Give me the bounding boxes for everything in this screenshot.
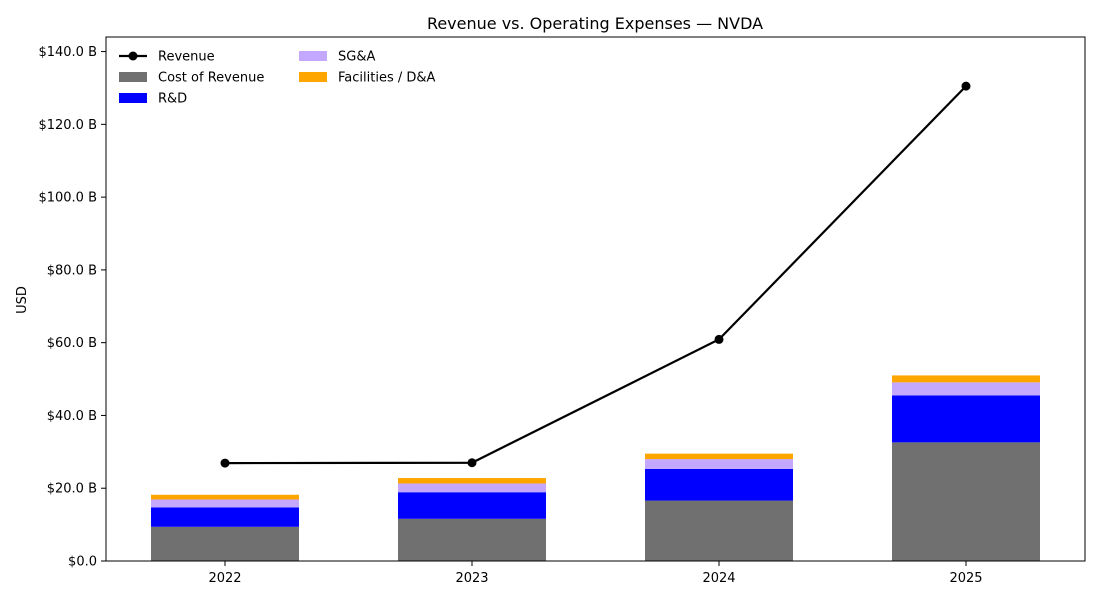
y-tick-label: $100.0 B	[38, 191, 97, 206]
y-axis: $0.0 $20.0 B $40.0 B $60.0 B $80.0 B $100.0 B…	[38, 45, 106, 570]
legend-swatch-sg-a	[299, 51, 327, 61]
bar-sg-a-2025	[892, 382, 1040, 396]
bar-cost-of-revenue-2022	[151, 526, 299, 561]
bars-layer	[151, 375, 1040, 561]
bar-sg-a-2023	[398, 483, 546, 493]
legend-label-r-d: R&D	[158, 92, 187, 107]
chart-title: Revenue vs. Operating Expenses — NVDA	[427, 14, 763, 33]
bar-cost-of-revenue-2024	[645, 500, 793, 561]
revenue-point-2025	[961, 81, 971, 91]
x-tick-label-2024: 2024	[702, 571, 735, 586]
y-tick-label: $20.0 B	[47, 482, 97, 497]
bar-r-d-2025	[892, 395, 1040, 443]
legend-label-revenue: Revenue	[158, 50, 215, 65]
legend-marker-revenue	[128, 51, 138, 61]
y-tick-label: $120.0 B	[38, 118, 97, 133]
legend-label-facilities-d-a: Facilities / D&A	[338, 71, 436, 86]
x-tick-label-2022: 2022	[208, 571, 241, 586]
bar-cost-of-revenue-2023	[398, 518, 546, 561]
bar-r-d-2023	[398, 492, 546, 519]
y-axis-label: USD	[15, 286, 30, 314]
bar-facilities-d-a-2023	[398, 478, 546, 484]
revenue-line	[224, 85, 967, 465]
bar-cost-of-revenue-2025	[892, 442, 1040, 561]
bar-sg-a-2022	[151, 499, 299, 508]
legend-label-sg-a: SG&A	[338, 50, 375, 65]
legend: Revenue Cost of Revenue R&D SG&A Facilities …	[119, 50, 436, 107]
bar-facilities-d-a-2024	[645, 453, 793, 460]
bar-facilities-d-a-2025	[892, 375, 1040, 383]
x-axis: 2022 2023 2024 2025	[208, 561, 983, 586]
bar-r-d-2022	[151, 507, 299, 527]
revenue-point-2023	[467, 458, 477, 468]
bar-sg-a-2024	[645, 459, 793, 469]
plot-frame	[105, 36, 1086, 562]
bar-r-d-2024	[645, 468, 793, 501]
legend-swatch-cost-of-revenue	[119, 72, 147, 82]
revenue-point-2024	[714, 334, 724, 344]
y-tick-label: $80.0 B	[47, 263, 97, 278]
y-tick-label: $60.0 B	[47, 336, 97, 351]
y-tick-label: $140.0 B	[38, 45, 97, 60]
revenue-line-layer	[220, 81, 971, 468]
legend-swatch-facilities-d-a	[299, 72, 327, 82]
revenue-point-2022	[220, 458, 230, 468]
y-tick-label: $40.0 B	[47, 409, 97, 424]
legend-label-cost-of-revenue: Cost of Revenue	[158, 71, 264, 86]
x-tick-label-2023: 2023	[455, 571, 488, 586]
bar-facilities-d-a-2022	[151, 494, 299, 500]
legend-swatch-r-d	[119, 93, 147, 103]
x-tick-label-2025: 2025	[949, 571, 982, 586]
y-tick-label: $0.0	[68, 555, 97, 570]
